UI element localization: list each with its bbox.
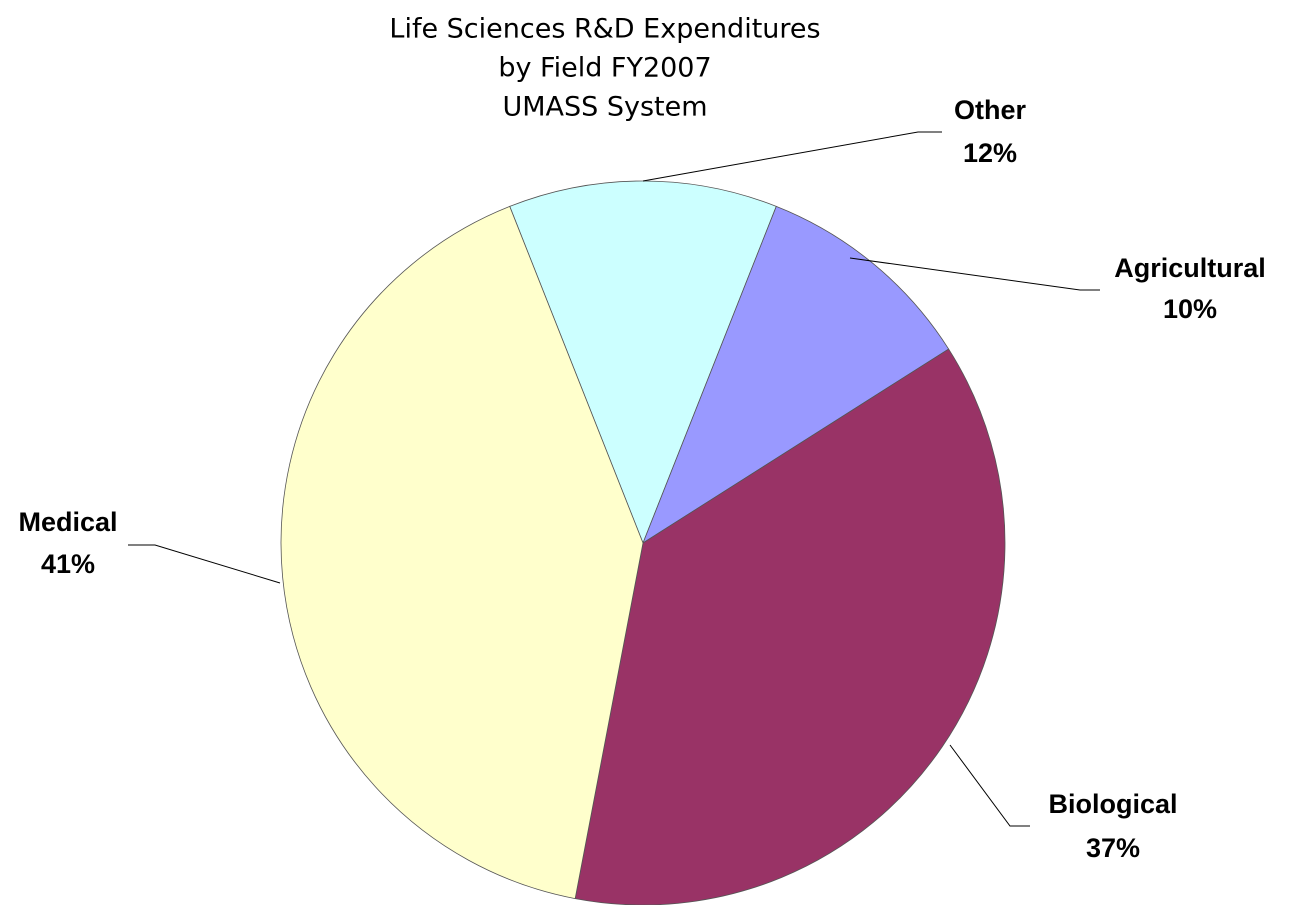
- chart-title: by Field FY2007: [498, 53, 711, 84]
- chart-title: Life Sciences R&D Expenditures: [389, 14, 820, 45]
- slice-value-label: 41%: [41, 549, 95, 579]
- leader-line: [128, 544, 281, 584]
- slice-label: Other: [954, 95, 1027, 125]
- pie-slice: [509, 180, 777, 545]
- pie-slice: [642, 205, 950, 544]
- leader-line: [849, 257, 1100, 291]
- pie-slice: [574, 348, 1006, 905]
- pie-slice: [280, 205, 644, 900]
- slice-value-label: 10%: [1163, 294, 1217, 324]
- chart-title: UMASS System: [502, 92, 707, 123]
- slice-label: Agricultural: [1114, 253, 1266, 283]
- slice-value-label: 37%: [1086, 833, 1140, 863]
- slice-label: Biological: [1048, 789, 1177, 819]
- slice-label: Medical: [18, 507, 117, 537]
- slice-value-label: 12%: [963, 138, 1017, 168]
- leader-line: [642, 131, 942, 182]
- leader-line: [949, 744, 1030, 827]
